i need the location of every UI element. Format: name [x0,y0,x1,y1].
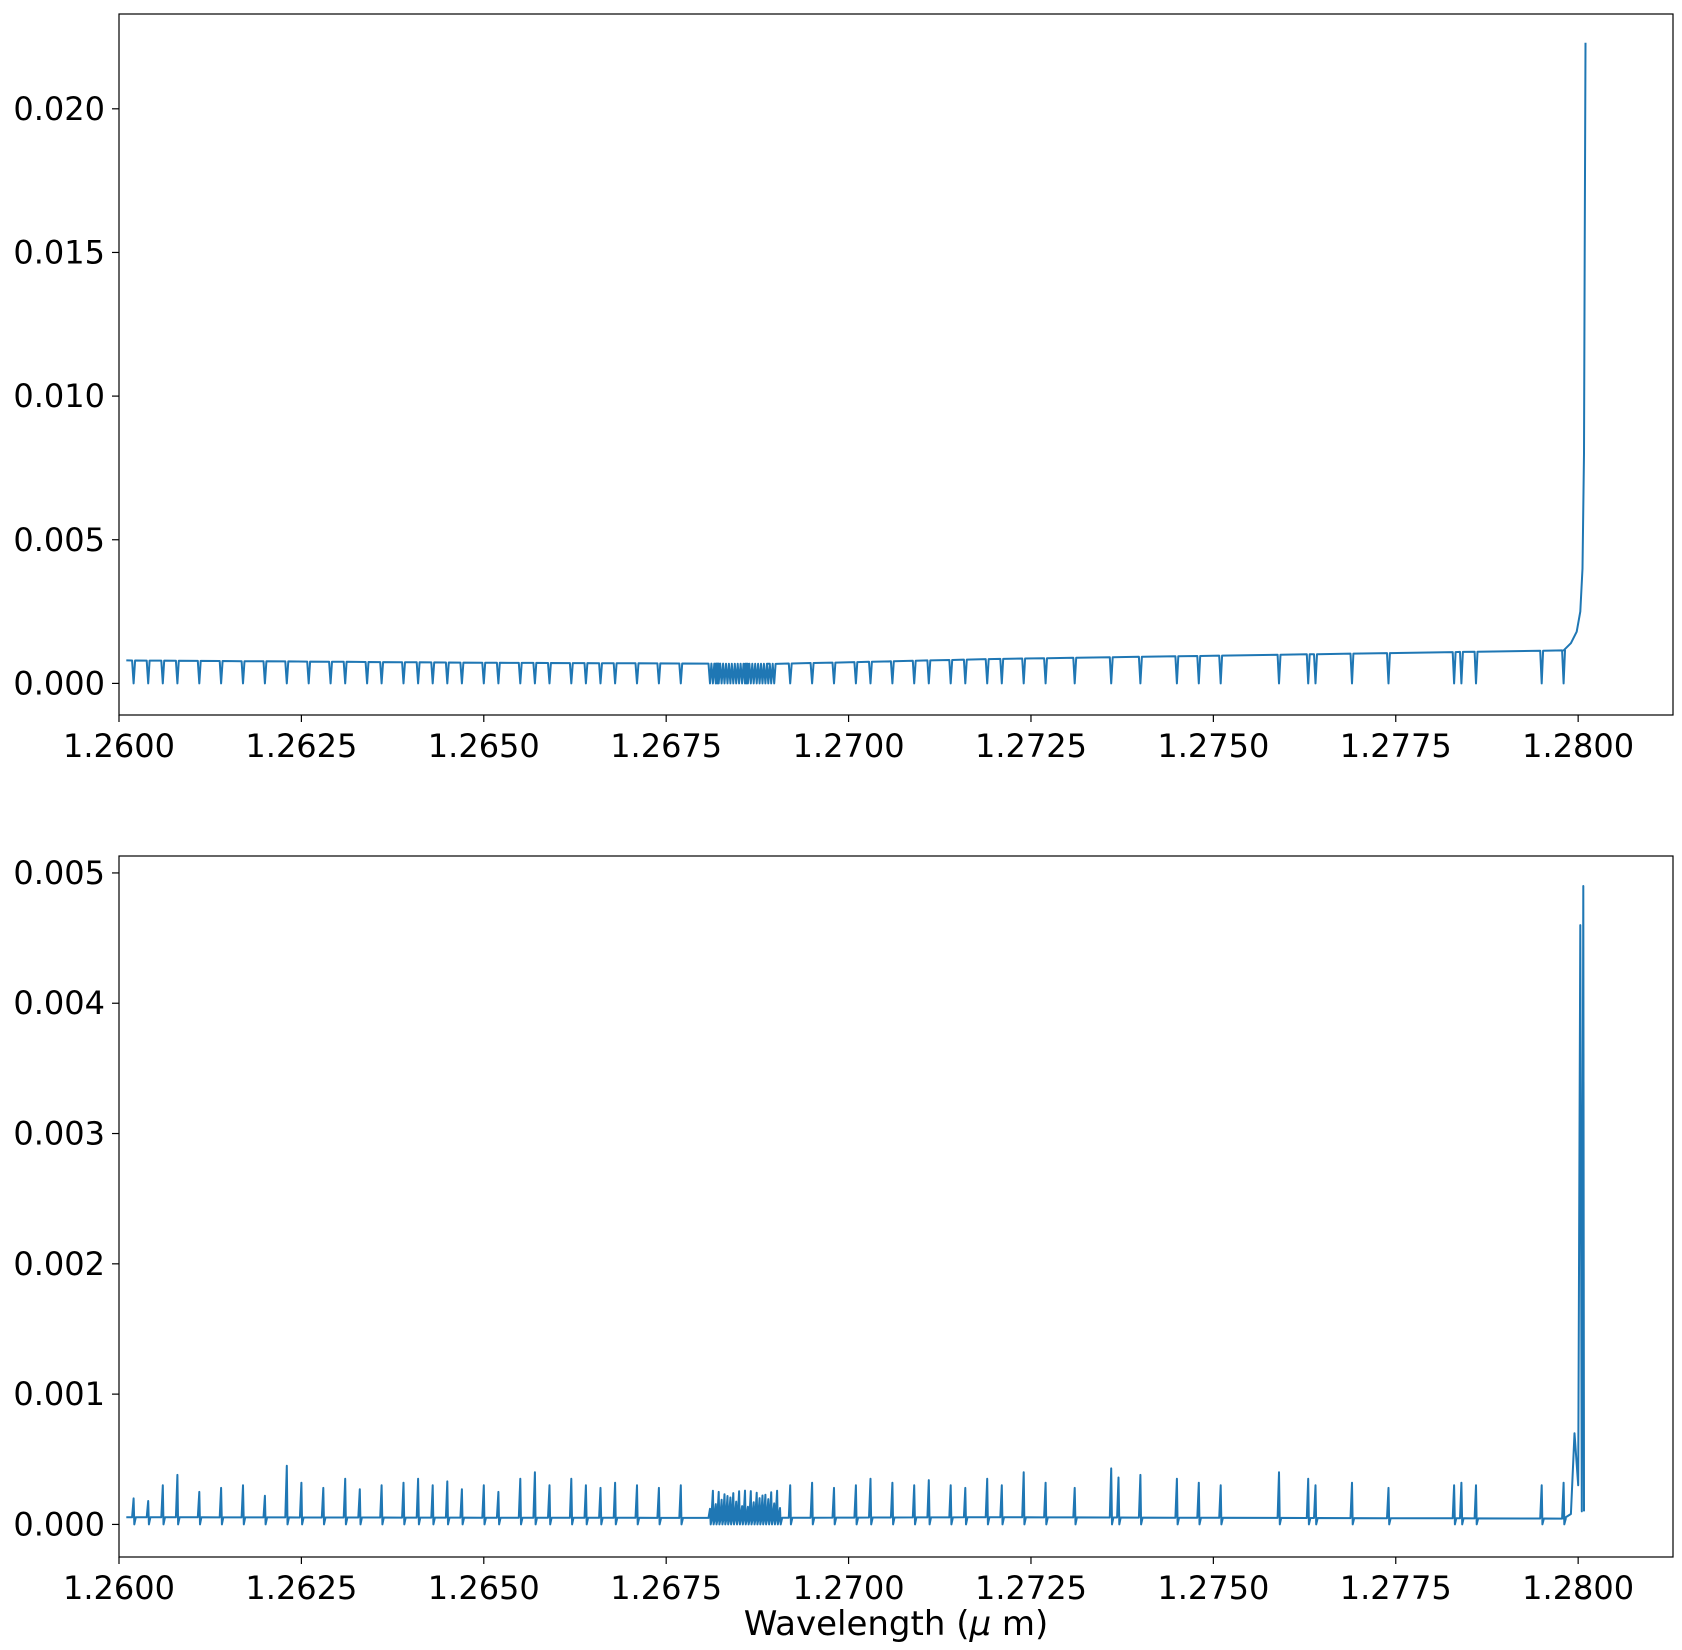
bottom-x-tick-label: 1.2725 [975,1569,1087,1607]
top-x-tick-label: 1.2650 [428,727,540,765]
bottom-x-tick-label: 1.2625 [245,1569,357,1607]
x-axis-label-post: m) [991,1604,1048,1644]
bottom-y-tick-label: 0.002 [13,1245,105,1283]
bottom-x-tick-label: 1.2700 [793,1569,905,1607]
top-y-tick-label: 0.005 [13,521,105,559]
top-x-tick-label: 1.2775 [1340,727,1452,765]
bottom-y-ticks: 0.000 0.001 0.002 0.003 0.004 0.005 [13,854,119,1543]
bottom-y-tick-label: 0.003 [13,1115,105,1153]
x-axis-label-pre: Wavelength ( [744,1604,970,1644]
top-x-ticks: 1.2600 1.2625 1.2650 1.2675 1.2700 1.2725 1.27… [63,715,1634,765]
top-x-tick-label: 1.2625 [245,727,357,765]
bottom-series-line [126,885,1585,1526]
top-y-tick-label: 0.015 [13,233,105,271]
top-plot-frame [118,13,1674,716]
top-y-tick-label: 0.010 [13,377,105,415]
bottom-x-tick-label: 1.2600 [63,1569,175,1607]
top-x-tick-label: 1.2700 [793,727,905,765]
x-axis-label-mu: μ [968,1604,991,1644]
bottom-plot-frame [118,855,1674,1558]
bottom-x-tick-label: 1.2750 [1157,1569,1269,1607]
bottom-y-tick-label: 0.000 [13,1505,105,1543]
bottom-y-tick-label: 0.004 [13,984,105,1022]
top-x-tick-label: 1.2750 [1157,727,1269,765]
top-y-tick-label: 0.020 [13,90,105,128]
top-x-tick-label: 1.2725 [975,727,1087,765]
top-x-tick-label: 1.2800 [1522,727,1634,765]
bottom-x-tick-label: 1.2675 [610,1569,722,1607]
bottom-x-tick-label: 1.2775 [1340,1569,1452,1607]
bottom-x-ticks: 1.2600 1.2625 1.2650 1.2675 1.2700 1.2725 1.27… [63,1557,1634,1607]
top-x-tick-label: 1.2675 [610,727,722,765]
bottom-y-tick-label: 0.001 [13,1375,105,1413]
top-y-ticks: 0.000 0.005 0.010 0.015 0.020 [13,90,119,702]
top-series-line [126,42,1587,685]
x-axis-label: Wavelength (μ m) [744,1604,1049,1644]
bottom-x-tick-label: 1.2800 [1522,1569,1634,1607]
top-x-tick-label: 1.2600 [63,727,175,765]
bottom-x-tick-label: 1.2650 [428,1569,540,1607]
top-y-tick-label: 0.000 [13,664,105,702]
bottom-y-tick-label: 0.005 [13,854,105,892]
